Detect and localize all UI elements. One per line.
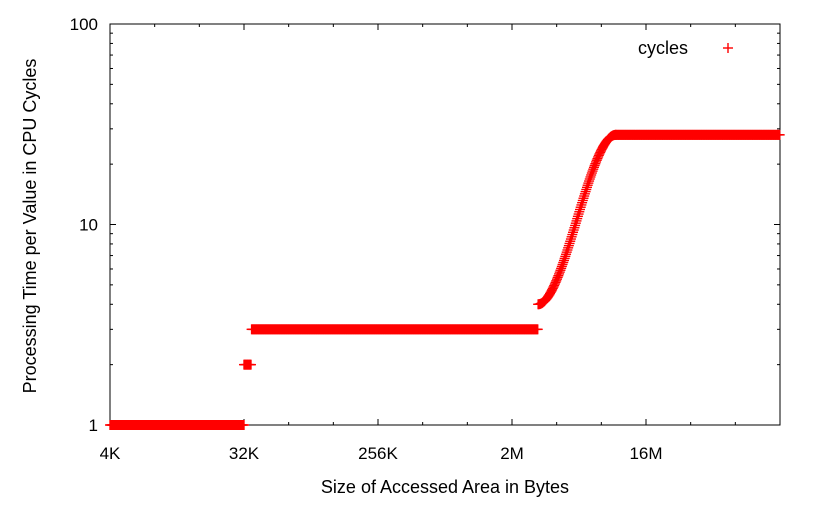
- y-axis: 1 10 100: [70, 15, 780, 435]
- cycles-series: [105, 129, 785, 430]
- x-tick-label: 256K: [358, 444, 398, 463]
- plot-frame: [109, 23, 781, 426]
- legend-plus-marker: [723, 43, 733, 53]
- y-tick-label: 10: [79, 216, 98, 235]
- legend: cycles: [638, 38, 733, 58]
- cycles-point: [245, 359, 256, 370]
- y-axis-title: Processing Time per Value in CPU Cycles: [20, 59, 40, 394]
- x-axis: 4K 32K 256K 2M 16M: [100, 24, 781, 463]
- x-tick-label: 32K: [229, 444, 260, 463]
- x-tick-label: 4K: [100, 444, 121, 463]
- x-axis-title: Size of Accessed Area in Bytes: [321, 477, 569, 497]
- cycles-point: [532, 324, 543, 335]
- cycles-point: [774, 129, 785, 140]
- legend-marker-plus: [723, 43, 733, 53]
- y-tick-label: 1: [89, 416, 98, 435]
- x-tick-label: 2M: [500, 444, 524, 463]
- legend-label-cycles: cycles: [638, 38, 688, 58]
- y-tick-label: 100: [70, 15, 98, 34]
- cycles-point: [239, 420, 249, 430]
- x-tick-label: 16M: [629, 444, 662, 463]
